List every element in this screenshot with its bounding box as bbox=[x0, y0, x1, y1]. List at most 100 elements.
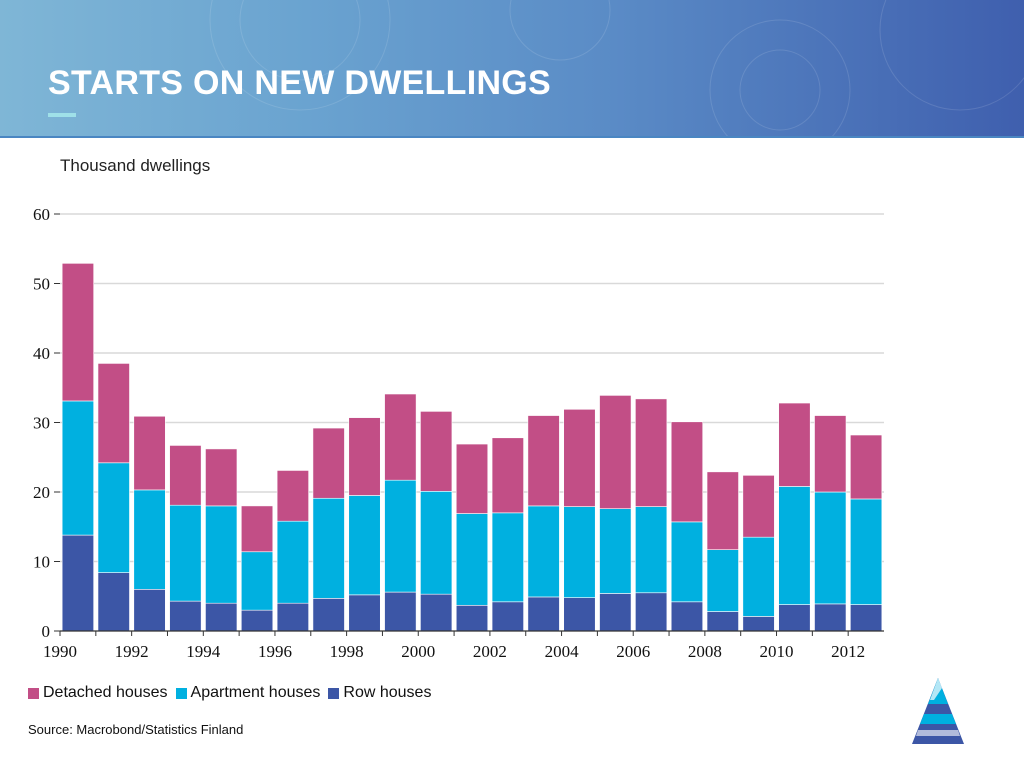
bar-row-houses-2011 bbox=[814, 603, 847, 632]
source-note: Source: Macrobond/Statistics Finland bbox=[28, 722, 244, 737]
bar-row-houses-1996 bbox=[276, 602, 309, 632]
bar-row-houses-2000 bbox=[420, 593, 453, 632]
legend-item-row: Row houses bbox=[328, 684, 431, 702]
x-tick-label-2012: 2012 bbox=[831, 642, 865, 661]
title-banner bbox=[0, 0, 1024, 137]
bar-apartment-houses-1991 bbox=[97, 462, 130, 573]
bar-detached-houses-2007 bbox=[670, 421, 704, 523]
bar-apartment-houses-1999 bbox=[384, 479, 417, 593]
bar-detached-houses-2011 bbox=[814, 415, 847, 493]
bar-row-houses-1998 bbox=[348, 594, 381, 632]
bar-detached-houses-1994 bbox=[205, 448, 238, 507]
bars bbox=[61, 263, 883, 632]
bar-apartment-houses-1992 bbox=[133, 489, 166, 590]
bar-detached-houses-1999 bbox=[384, 393, 417, 481]
x-tick-label-2002: 2002 bbox=[473, 642, 507, 661]
bar-detached-houses-2006 bbox=[635, 398, 668, 507]
bar-apartment-houses-1993 bbox=[169, 504, 202, 602]
bar-detached-houses-2002 bbox=[491, 437, 524, 514]
bar-detached-houses-2009 bbox=[742, 475, 775, 538]
y-tick-label-60: 60 bbox=[33, 205, 50, 224]
x-tick-label-1998: 1998 bbox=[330, 642, 364, 661]
bar-detached-houses-1992 bbox=[133, 415, 166, 491]
bar-detached-houses-1995 bbox=[240, 505, 274, 553]
bar-row-houses-2005 bbox=[599, 593, 632, 632]
bar-apartment-houses-2010 bbox=[778, 486, 811, 605]
bar-apartment-houses-2000 bbox=[420, 491, 453, 595]
stacked-bar-chart: 0 10 20 30 40 50 60 1990 1992 1994 1996 1998 2000 200… bbox=[33, 205, 884, 661]
legend-label-row: Row houses bbox=[343, 684, 432, 701]
bar-apartment-houses-1996 bbox=[276, 520, 309, 604]
bar-detached-houses-1996 bbox=[276, 470, 309, 522]
banner-bottom-line bbox=[0, 136, 1024, 138]
bar-apartment-houses-2001 bbox=[455, 513, 489, 606]
legend: Detached houses Apartment houses Row hou… bbox=[28, 684, 439, 702]
x-tick-label-2000: 2000 bbox=[401, 642, 435, 661]
bar-row-houses-2006 bbox=[635, 592, 668, 632]
bar-apartment-houses-2007 bbox=[670, 521, 704, 603]
bar-row-houses-1995 bbox=[240, 609, 274, 632]
legend-swatch-detached bbox=[28, 687, 39, 699]
bar-row-houses-2001 bbox=[455, 604, 489, 632]
bar-detached-houses-1997 bbox=[312, 427, 345, 499]
bar-apartment-houses-2012 bbox=[850, 498, 883, 605]
y-tick-label-10: 10 bbox=[33, 553, 50, 572]
legend-item-apartment: Apartment houses bbox=[175, 684, 321, 702]
x-tick-label-1996: 1996 bbox=[258, 642, 292, 661]
axes: 0 10 20 30 40 50 60 1990 1992 1994 1996 1998 2000 200… bbox=[33, 205, 884, 661]
bar-apartment-houses-2011 bbox=[814, 491, 847, 605]
y-tick-label-50: 50 bbox=[33, 275, 50, 294]
bar-row-houses-2008 bbox=[706, 611, 739, 632]
unit-label: Thousand dwellings bbox=[60, 156, 211, 175]
bar-apartment-houses-1995 bbox=[240, 551, 274, 611]
bar-detached-houses-1998 bbox=[348, 417, 381, 496]
legend-swatch-row bbox=[328, 687, 340, 699]
bar-row-houses-1999 bbox=[384, 591, 417, 632]
bar-row-houses-2007 bbox=[670, 601, 704, 632]
bar-detached-houses-2010 bbox=[778, 402, 811, 487]
bar-apartment-houses-1990 bbox=[61, 400, 94, 536]
company-logo-icon bbox=[912, 678, 964, 744]
legend-label-apartment: Apartment houses bbox=[190, 684, 321, 701]
bar-apartment-houses-1997 bbox=[312, 497, 345, 599]
y-tick-label-40: 40 bbox=[33, 344, 50, 363]
bar-detached-houses-2000 bbox=[420, 411, 453, 492]
bar-row-houses-1992 bbox=[133, 588, 166, 632]
legend-item-detached: Detached houses bbox=[28, 684, 168, 702]
bar-row-houses-2009 bbox=[742, 616, 775, 632]
x-tick-label-2006: 2006 bbox=[616, 642, 650, 661]
legend-label-detached: Detached houses bbox=[43, 684, 168, 701]
x-tick-label-1994: 1994 bbox=[186, 642, 221, 661]
bar-row-houses-1991 bbox=[97, 572, 130, 632]
bar-row-houses-2012 bbox=[850, 604, 883, 632]
bar-row-houses-1990 bbox=[61, 534, 94, 632]
x-tick-label-2010: 2010 bbox=[760, 642, 794, 661]
bar-apartment-houses-2004 bbox=[563, 506, 596, 598]
bar-apartment-houses-2003 bbox=[527, 505, 560, 598]
x-tick-label-1992: 1992 bbox=[115, 642, 149, 661]
bar-apartment-houses-2006 bbox=[635, 506, 668, 594]
x-tick-label-1990: 1990 bbox=[43, 642, 77, 661]
y-tick-label-0: 0 bbox=[42, 622, 51, 641]
legend-swatch-apartment bbox=[175, 687, 187, 699]
title-accent-bar bbox=[48, 113, 76, 117]
bar-detached-houses-2005 bbox=[599, 395, 632, 509]
bar-row-houses-1997 bbox=[312, 598, 345, 632]
bar-detached-houses-2012 bbox=[850, 434, 883, 500]
bar-detached-houses-1991 bbox=[97, 363, 130, 464]
bar-detached-houses-2003 bbox=[527, 415, 560, 507]
bar-row-houses-1994 bbox=[205, 602, 238, 632]
bar-apartment-houses-2005 bbox=[599, 508, 632, 594]
x-tick-label-2004: 2004 bbox=[545, 642, 580, 661]
bar-row-houses-2003 bbox=[527, 596, 560, 632]
bar-detached-houses-2001 bbox=[455, 443, 489, 514]
bar-detached-houses-2008 bbox=[706, 471, 739, 550]
bar-apartment-houses-1994 bbox=[205, 505, 238, 604]
x-tick-label-2008: 2008 bbox=[688, 642, 722, 661]
bar-row-houses-2010 bbox=[778, 604, 811, 632]
bar-row-houses-2004 bbox=[563, 597, 596, 632]
bar-apartment-houses-2002 bbox=[491, 512, 524, 603]
bar-apartment-houses-1998 bbox=[348, 495, 381, 596]
bar-detached-houses-1993 bbox=[169, 445, 202, 506]
banner-decoration bbox=[209, 0, 1024, 137]
